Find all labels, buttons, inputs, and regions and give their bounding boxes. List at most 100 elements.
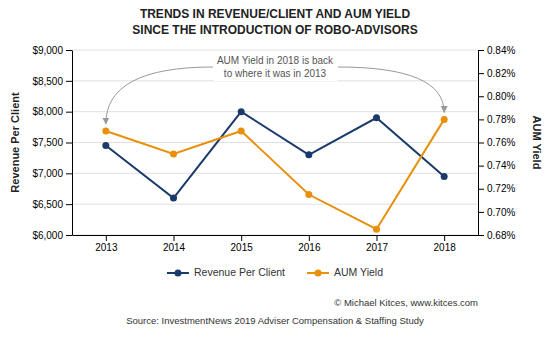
grid xyxy=(72,50,478,235)
x-axis: 2013 2014 2015 2016 2017 2018 xyxy=(73,235,479,253)
tick: 0.70% xyxy=(478,207,515,218)
tick: 2013 xyxy=(95,235,118,253)
legend-label: AUM Yield xyxy=(334,266,383,278)
tick-label: 2016 xyxy=(298,242,321,253)
grid-line xyxy=(72,173,478,174)
tick-mark xyxy=(66,143,72,144)
series-line xyxy=(106,119,444,229)
annotation-line: AUM Yield in 2018 is back xyxy=(217,55,334,66)
legend-marker xyxy=(315,270,322,277)
tick-mark xyxy=(174,235,175,241)
credit-note: © Michael Kitces, www.kitces.com xyxy=(334,297,478,308)
point xyxy=(373,226,380,233)
chart: TRENDS IN REVENUE/CLIENT AND AUM YIELD SI… xyxy=(0,0,550,338)
tick-mark xyxy=(66,173,72,174)
tick: 2015 xyxy=(231,235,254,253)
point xyxy=(170,195,177,202)
annotation-arrow xyxy=(338,67,444,112)
annotation-arrow xyxy=(106,67,213,124)
annotation-line: to where it was in 2013 xyxy=(224,68,327,79)
tick-mark xyxy=(478,212,484,213)
grid-line xyxy=(72,111,478,112)
tick: $6,000 xyxy=(32,230,72,241)
tick-mark xyxy=(444,235,445,241)
legend-item: Revenue Per Client xyxy=(167,266,285,278)
tick-mark xyxy=(377,235,378,241)
tick-label: 2017 xyxy=(366,242,389,253)
grid-line xyxy=(72,142,478,143)
annotation-text: AUM Yield in 2018 is back to where it was… xyxy=(217,55,334,79)
tick-mark xyxy=(478,119,484,120)
tick-mark xyxy=(241,235,242,241)
tick-label: $7,500 xyxy=(32,137,63,148)
tick-label: 0.76% xyxy=(487,137,515,148)
y-axis-title: Revenue Per Client xyxy=(9,92,21,193)
legend: Revenue Per Client AUM Yield xyxy=(167,266,383,278)
tick-label: 0.68% xyxy=(487,230,515,241)
tick-label: $8,000 xyxy=(32,106,63,117)
tick-mark xyxy=(478,166,484,167)
tick-label: 2018 xyxy=(434,242,457,253)
tick: 0.84% xyxy=(478,45,515,56)
tick-label: 0.84% xyxy=(487,45,515,56)
tick-mark xyxy=(478,96,484,97)
series xyxy=(102,116,447,233)
tick: 0.82% xyxy=(478,68,515,79)
tick-label: 0.80% xyxy=(487,91,515,102)
annotation: AUM Yield in 2018 is back to where it was… xyxy=(106,53,444,124)
title: TRENDS IN REVENUE/CLIENT AND AUM YIELD xyxy=(140,7,411,21)
y-axis: $6,000$6,500$7,000$7,500$8,000$8,500$9,0… xyxy=(32,45,72,241)
tick-label: $6,000 xyxy=(32,230,63,241)
tick: 2014 xyxy=(163,235,186,253)
point xyxy=(373,114,380,121)
y2-axis-title: AUM Yield xyxy=(531,116,543,170)
point xyxy=(102,127,109,134)
tick: 0.76% xyxy=(478,137,515,148)
tick-mark xyxy=(309,235,310,241)
tick-mark xyxy=(478,189,484,190)
subtitle: SINCE THE INTRODUCTION OF ROBO-ADVISORS xyxy=(132,23,417,37)
tick: 2016 xyxy=(298,235,321,253)
tick-label: 0.78% xyxy=(487,114,515,125)
tick-mark xyxy=(106,235,107,241)
tick-mark xyxy=(66,50,72,51)
tick: 0.80% xyxy=(478,91,515,102)
point xyxy=(238,127,245,134)
tick: $7,500 xyxy=(32,137,72,148)
point xyxy=(441,173,448,180)
source-note: Source: InvestmentNews 2019 Adviser Comp… xyxy=(126,315,424,326)
tick-label: 2014 xyxy=(163,242,186,253)
annotation-background xyxy=(214,53,337,81)
point xyxy=(170,151,177,158)
tick: $6,500 xyxy=(32,199,72,210)
tick-label: 0.70% xyxy=(487,207,515,218)
point xyxy=(238,108,245,115)
tick: 0.74% xyxy=(478,160,515,171)
grid-line xyxy=(72,50,478,51)
tick: 0.78% xyxy=(478,114,515,125)
tick-mark xyxy=(66,235,72,236)
tick-mark xyxy=(478,143,484,144)
point xyxy=(102,142,109,149)
tick: 0.72% xyxy=(478,183,515,194)
tick: 0.68% xyxy=(478,230,515,241)
tick: 2017 xyxy=(366,235,389,253)
legend-item: AUM Yield xyxy=(307,266,383,278)
series-line xyxy=(106,112,444,198)
tick: $7,000 xyxy=(32,168,72,179)
tick-label: 0.82% xyxy=(487,68,515,79)
y2-axis: 0.68% 0.70% 0.72% 0.74% 0.76% 0.78% 0.80% 0.82%… xyxy=(478,45,515,241)
plot-area xyxy=(102,108,447,233)
tick-label: 0.74% xyxy=(487,160,515,171)
tick-mark xyxy=(478,73,484,74)
point xyxy=(305,191,312,198)
legend-marker xyxy=(174,270,181,277)
tick: $9,000 xyxy=(32,45,72,56)
point xyxy=(305,151,312,158)
tick-label: 2013 xyxy=(95,242,118,253)
point xyxy=(441,116,448,123)
tick: 2018 xyxy=(434,235,457,253)
series xyxy=(102,108,447,201)
tick-label: 2015 xyxy=(231,242,254,253)
tick-mark xyxy=(66,81,72,82)
